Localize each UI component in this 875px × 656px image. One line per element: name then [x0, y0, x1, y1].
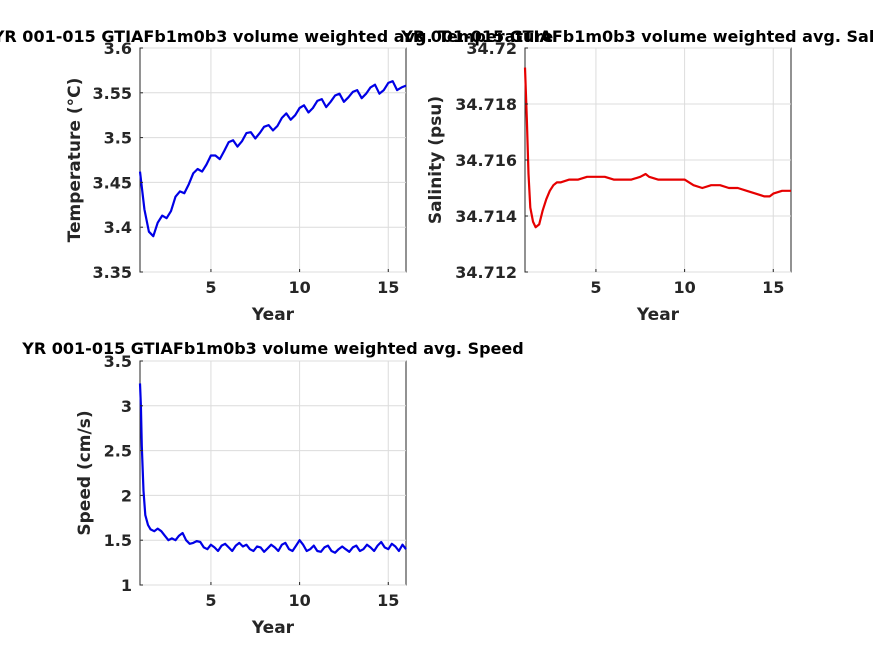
sal-ytick-label: 34.716 [455, 151, 517, 170]
temp-xtick-label: 10 [288, 278, 310, 297]
salinity-ylabel: Salinity (psu) [426, 96, 446, 224]
sal-series-line [523, 67, 791, 229]
speed-plot-area [139, 360, 407, 586]
sal-ytick-label: 34.714 [455, 207, 517, 226]
temp-ytick-label: 3.35 [93, 263, 132, 282]
temp-ytick-label: 3.4 [104, 218, 132, 237]
sal-ytick-label: 34.718 [455, 95, 517, 114]
sal-ytick-label: 34.72 [466, 39, 517, 58]
temp-ytick-label: 3.45 [93, 173, 132, 192]
speed-xtick-label: 15 [377, 591, 399, 610]
temperature-plot-area [139, 47, 407, 273]
temp-ytick-label: 3.55 [93, 84, 132, 103]
temp-xtick-label: 5 [205, 278, 216, 297]
speed-ytick-label: 3 [121, 397, 132, 416]
temperature-xlabel: Year [251, 305, 295, 325]
speed-ytick-label: 2 [121, 486, 132, 505]
speed-ytick-label: 2.5 [104, 442, 132, 461]
speed-ytick-label: 1 [121, 576, 132, 595]
speed-title: YR 001-015 GTIAFb1m0b3 volume weighted a… [21, 339, 523, 358]
speed-axes: 5 10 15 1 1.5 2 2.5 3 3.5 Year Speed (cm/s) [75, 352, 407, 638]
speed-ylabel: Speed (cm/s) [75, 410, 95, 535]
speed-series-line [138, 383, 407, 554]
sal-xtick-label: 5 [590, 278, 601, 297]
speed-ytick-label: 3.5 [104, 352, 132, 371]
speed-ytick-label: 1.5 [104, 531, 132, 550]
salinity-title: YR 001-015 GTIAFb1m0b3 volume weighted a… [400, 27, 875, 46]
speed-xlabel: Year [251, 618, 295, 638]
temperature-axes: 5 10 15 3.35 3.4 3.45 3.5 3.55 3.6 Year Temperat… [65, 39, 407, 325]
speed-xtick-label: 10 [288, 591, 310, 610]
temp-ytick-label: 3.5 [104, 129, 132, 148]
temperature-ylabel: Temperature (°C) [65, 78, 85, 243]
sal-xtick-label: 10 [673, 278, 695, 297]
speed-xtick-label: 5 [205, 591, 216, 610]
temperature-title: YR 001-015 GTIAFb1m0b3 volume weighted a… [0, 27, 553, 46]
temp-xtick-label: 15 [377, 278, 399, 297]
temp-ytick-label: 3.6 [104, 39, 132, 58]
sal-xtick-label: 15 [762, 278, 784, 297]
sal-ytick-label: 34.712 [455, 263, 517, 282]
temp-series-line [138, 80, 407, 238]
salinity-xlabel: Year [636, 305, 680, 325]
